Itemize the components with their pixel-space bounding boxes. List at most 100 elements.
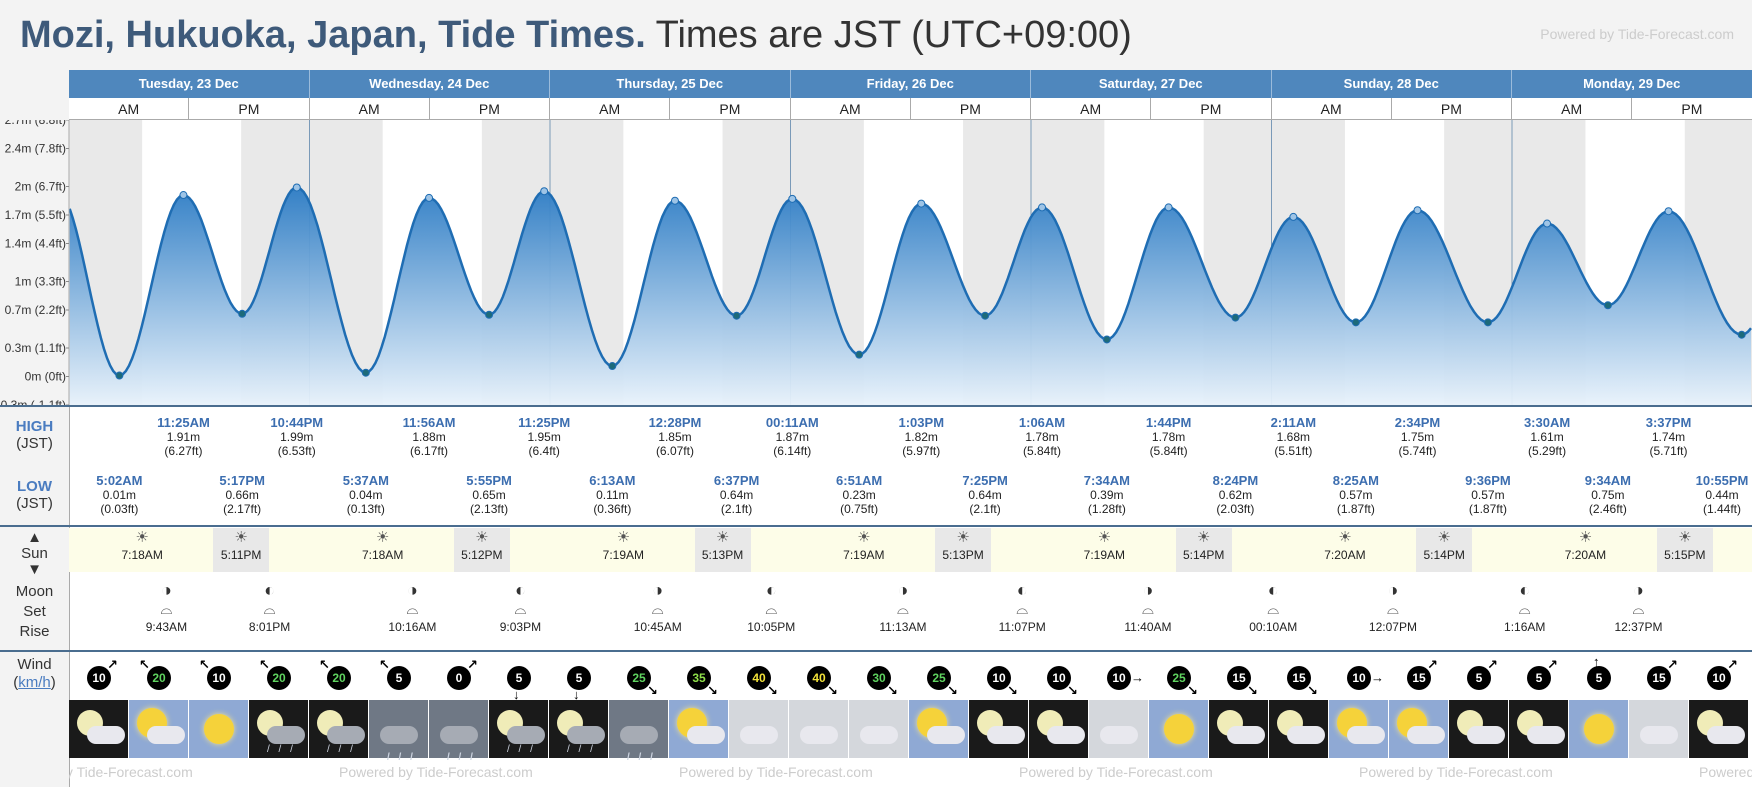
rain-icon: / / / [567, 744, 596, 755]
wind-badge: 25 ↘ [1167, 666, 1198, 697]
wind-badge: 10 ↗ [87, 658, 118, 690]
moon-phase-icon: ◑ [897, 580, 909, 600]
tide-height-ft: (5.74ft) [1398, 444, 1437, 458]
wind-badge: 5 ↓ [507, 666, 531, 701]
cloud-icon [1227, 726, 1265, 744]
sunset-cell: ☀ 5:13PM [935, 528, 992, 572]
moon-time: 10:16AM [388, 620, 437, 634]
y-tick-label: 2.7m (8.8ft) [5, 120, 66, 127]
low-tide-cell: 5:37AM 0.04m (0.13ft) [336, 473, 396, 517]
wind-badge: 20 ↖ [139, 658, 171, 690]
sunset-time: 5:11PM [220, 548, 262, 562]
low-tide-cell: 8:24PM 0.62m (2.03ft) [1205, 473, 1265, 517]
moon-rise-icon: ⌓ [651, 601, 664, 618]
tide-time: 8:25AM [1332, 473, 1379, 488]
tide-height-m: 1.82m [904, 430, 938, 444]
low-tide-point [855, 350, 864, 359]
low-tide-point [115, 371, 124, 380]
wind-direction-icon: ↘ [647, 683, 658, 698]
tide-time: 5:37AM [342, 473, 389, 488]
moon-set-cell: ◐ ⌓ 11:07PM [992, 580, 1052, 634]
wind-unit-link[interactable]: km/h [18, 674, 51, 691]
powered-by-text[interactable]: Powered by Tide-Forecast.com [1540, 26, 1734, 42]
wind-direction-icon: ↘ [1187, 683, 1198, 698]
cloud-icon [440, 726, 478, 744]
wind-speed: 10 [1352, 671, 1366, 685]
sunset-icon: ☀ [1196, 529, 1211, 546]
wind-badge: 20 ↖ [319, 658, 351, 690]
wind-speed: 5 [575, 671, 583, 685]
moon-phase-icon: ◑ [160, 580, 172, 600]
wind-speed: 5 [395, 671, 403, 685]
low-tide-cell: 6:51AM 0.23m (0.75ft) [829, 474, 889, 517]
high-tide-cell: 3:37PM 1.74m (5.71ft) [1639, 416, 1699, 459]
sun-icon [1164, 714, 1194, 744]
moon-rise-cell: ◑ ⌓ 12:07PM [1363, 580, 1423, 634]
tide-height-m: 1.61m [1530, 430, 1564, 444]
wind-direction-icon: ↓ [513, 687, 520, 702]
moon-rise-icon: ⌓ [1387, 601, 1399, 618]
day-header: Thursday, 25 Dec [550, 70, 791, 98]
sunset-icon: ☀ [1678, 529, 1692, 546]
high-tide-cell: 1:06AM 1.78m (5.84ft) [1012, 416, 1072, 459]
tide-time: 6:13AM [589, 473, 636, 488]
wind-direction-icon: ↖ [199, 657, 210, 672]
rain-icon: / / / [447, 752, 476, 763]
wind-speed: 25 [1172, 671, 1186, 685]
pm-label: PM [1391, 98, 1512, 120]
wind-speed: 5 [1595, 671, 1603, 685]
wind-direction-icon: → [1371, 670, 1384, 685]
sunset-cell: ☀ 5:15PM [1656, 528, 1713, 572]
weather-cloud-rain-icon: / / / [609, 700, 669, 763]
wind-direction-icon: ↗ [1427, 657, 1438, 672]
high-tide-point [788, 194, 797, 203]
wind-speed: 25 [632, 671, 646, 685]
moon-phase-icon: ◑ [1633, 580, 1644, 600]
moon-phase-icon: ◑ [406, 580, 418, 600]
moon-phase-icon: ◑ [1387, 580, 1399, 600]
wind-direction-icon: → [1131, 670, 1144, 685]
low-tide-cell: 6:13AM 0.11m (0.36ft) [582, 473, 642, 517]
wind-speed: 10 [1112, 671, 1126, 685]
tide-time: 5:17PM [219, 473, 265, 488]
moon-set-cell: ◐ ⌓ 10:05PM [741, 580, 801, 634]
wind-direction-icon: ↗ [107, 657, 118, 672]
low-tide-point [238, 309, 247, 318]
tide-time: 8:24PM [1212, 473, 1259, 488]
wind-badge: 35 ↘ [687, 666, 718, 697]
tide-height-m: 0.65m [472, 488, 506, 502]
tide-time: 2:11AM [1270, 415, 1317, 430]
sunrise-cell: ☀ 7:18AM [112, 528, 172, 572]
wind-direction-icon: ↘ [1307, 683, 1318, 698]
high-tide-cell: 1:44PM 1.78m (5.84ft) [1139, 415, 1199, 459]
moon-rise-icon: ⌓ [160, 601, 173, 618]
weather-cloud-icon [789, 700, 849, 758]
wind-direction-icon: ↘ [827, 683, 838, 698]
cloud-icon [620, 726, 658, 744]
wind-direction-icon: ↘ [707, 683, 718, 698]
tide-line [68, 186, 1752, 377]
tide-height-ft: (1.87ft) [1336, 502, 1375, 516]
moon-set-cell: ◐ ⌓ 1:16AM [1495, 580, 1555, 634]
wind-badge: 25 ↘ [627, 666, 658, 697]
cloud-icon [1347, 726, 1385, 744]
y-tick-label: 0m (0ft) [25, 370, 66, 384]
high-tide-cell: 1:03PM 1.82m (5.97ft) [891, 416, 951, 459]
wind-direction-icon: ↖ [259, 657, 270, 672]
tide-time: 1:44PM [1145, 415, 1192, 430]
moon-time: 9:43AM [145, 620, 188, 634]
wind-speed: 10 [212, 671, 226, 685]
sunrise-time: 7:18AM [121, 548, 163, 562]
moon-set-icon: ⌓ [263, 601, 276, 618]
moon-set-cell: ◐ ⌓ 9:03PM [490, 580, 550, 634]
tide-time: 3:30AM [1523, 415, 1571, 430]
tide-time: 9:36PM [1465, 473, 1511, 488]
tide-height-ft: (0.36ft) [593, 502, 632, 516]
footer-powered-text: Powered by Tide-Forecast.com [679, 764, 873, 780]
sun-icon [204, 714, 234, 744]
tide-table-divider [0, 525, 1752, 527]
tide-height-ft: (1.44ft) [1702, 502, 1741, 516]
weather-cloud-icon [1089, 700, 1149, 758]
low-tide-cell: 6:37PM 0.64m (2.1ft) [707, 474, 767, 517]
moon-rise-cell: ◑ ⌓ 10:16AM [382, 580, 442, 634]
